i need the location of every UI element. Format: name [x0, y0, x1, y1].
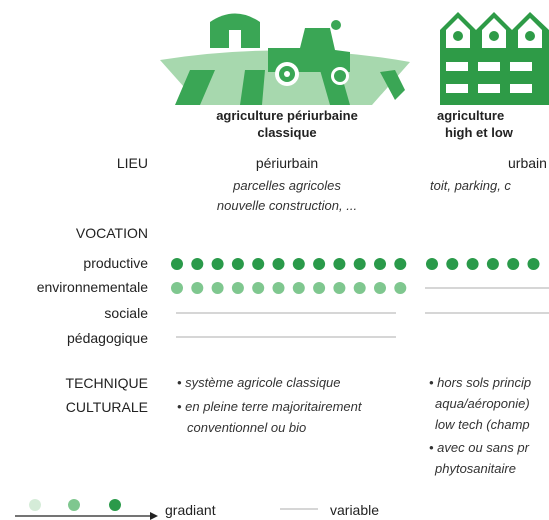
dot	[171, 282, 183, 294]
lieu: urbain	[508, 155, 547, 171]
dot	[252, 258, 265, 270]
column-title: agriculture périurbaine	[216, 108, 358, 123]
dot	[292, 258, 305, 270]
dot	[171, 258, 183, 270]
dot	[272, 282, 285, 294]
lieu-detail: parcelles agricoles	[233, 178, 341, 193]
dot	[426, 258, 438, 270]
dot	[394, 282, 407, 294]
column-title: high et low	[445, 125, 513, 140]
row-label: CULTURALE	[65, 399, 148, 415]
dot	[486, 258, 499, 270]
lieu-detail: nouvelle construction, ...	[216, 198, 358, 213]
technique: • système agricole classique	[177, 375, 341, 390]
technique: • en pleine terre majoritairement	[177, 399, 362, 414]
dot	[191, 258, 204, 270]
dot	[353, 282, 366, 294]
dot	[446, 258, 459, 270]
dot	[272, 258, 285, 270]
row-label: environnementale	[36, 279, 148, 295]
legend-graphics	[15, 499, 318, 520]
row-label: LIEU	[116, 155, 148, 171]
technique: aqua/aéroponie)	[435, 396, 530, 411]
row-label: TECHNIQUE	[65, 375, 148, 391]
variable-lines	[176, 287, 549, 338]
technique: low tech (champ	[435, 417, 530, 432]
dot	[333, 258, 346, 270]
row-label: VOCATION	[75, 225, 148, 241]
dot	[231, 258, 244, 270]
dot	[313, 282, 326, 294]
dot	[353, 258, 366, 270]
dot	[231, 282, 244, 294]
row-label: sociale	[104, 305, 148, 321]
legend-label: variable	[330, 502, 380, 518]
row-label: pédagogique	[67, 330, 148, 346]
dot	[333, 282, 346, 294]
row-label: productive	[83, 255, 148, 271]
dot	[527, 258, 540, 270]
dot	[211, 282, 224, 294]
dot	[191, 282, 204, 294]
dot	[211, 258, 224, 270]
lieu: périurbain	[255, 155, 319, 171]
dot	[507, 258, 520, 270]
technique: • hors sols princip	[429, 375, 532, 390]
legend-label: gradiant	[165, 502, 216, 518]
greenhouse-icon	[440, 12, 549, 105]
vocation-dots	[171, 258, 540, 294]
dot	[374, 282, 386, 294]
technique: conventionnel ou bio	[187, 420, 307, 435]
lieu-detail: toit, parking, c	[430, 178, 511, 193]
dot	[394, 258, 407, 270]
farm-icon	[160, 13, 410, 105]
column-title: agriculture	[437, 108, 505, 123]
technique: • avec ou sans pr	[429, 440, 529, 455]
technique: phytosanitaire	[435, 461, 516, 476]
dot	[292, 282, 305, 294]
dot	[466, 258, 479, 270]
dot	[252, 282, 265, 294]
column-title: classique	[257, 125, 317, 140]
dot	[313, 258, 326, 270]
dot	[374, 258, 386, 270]
